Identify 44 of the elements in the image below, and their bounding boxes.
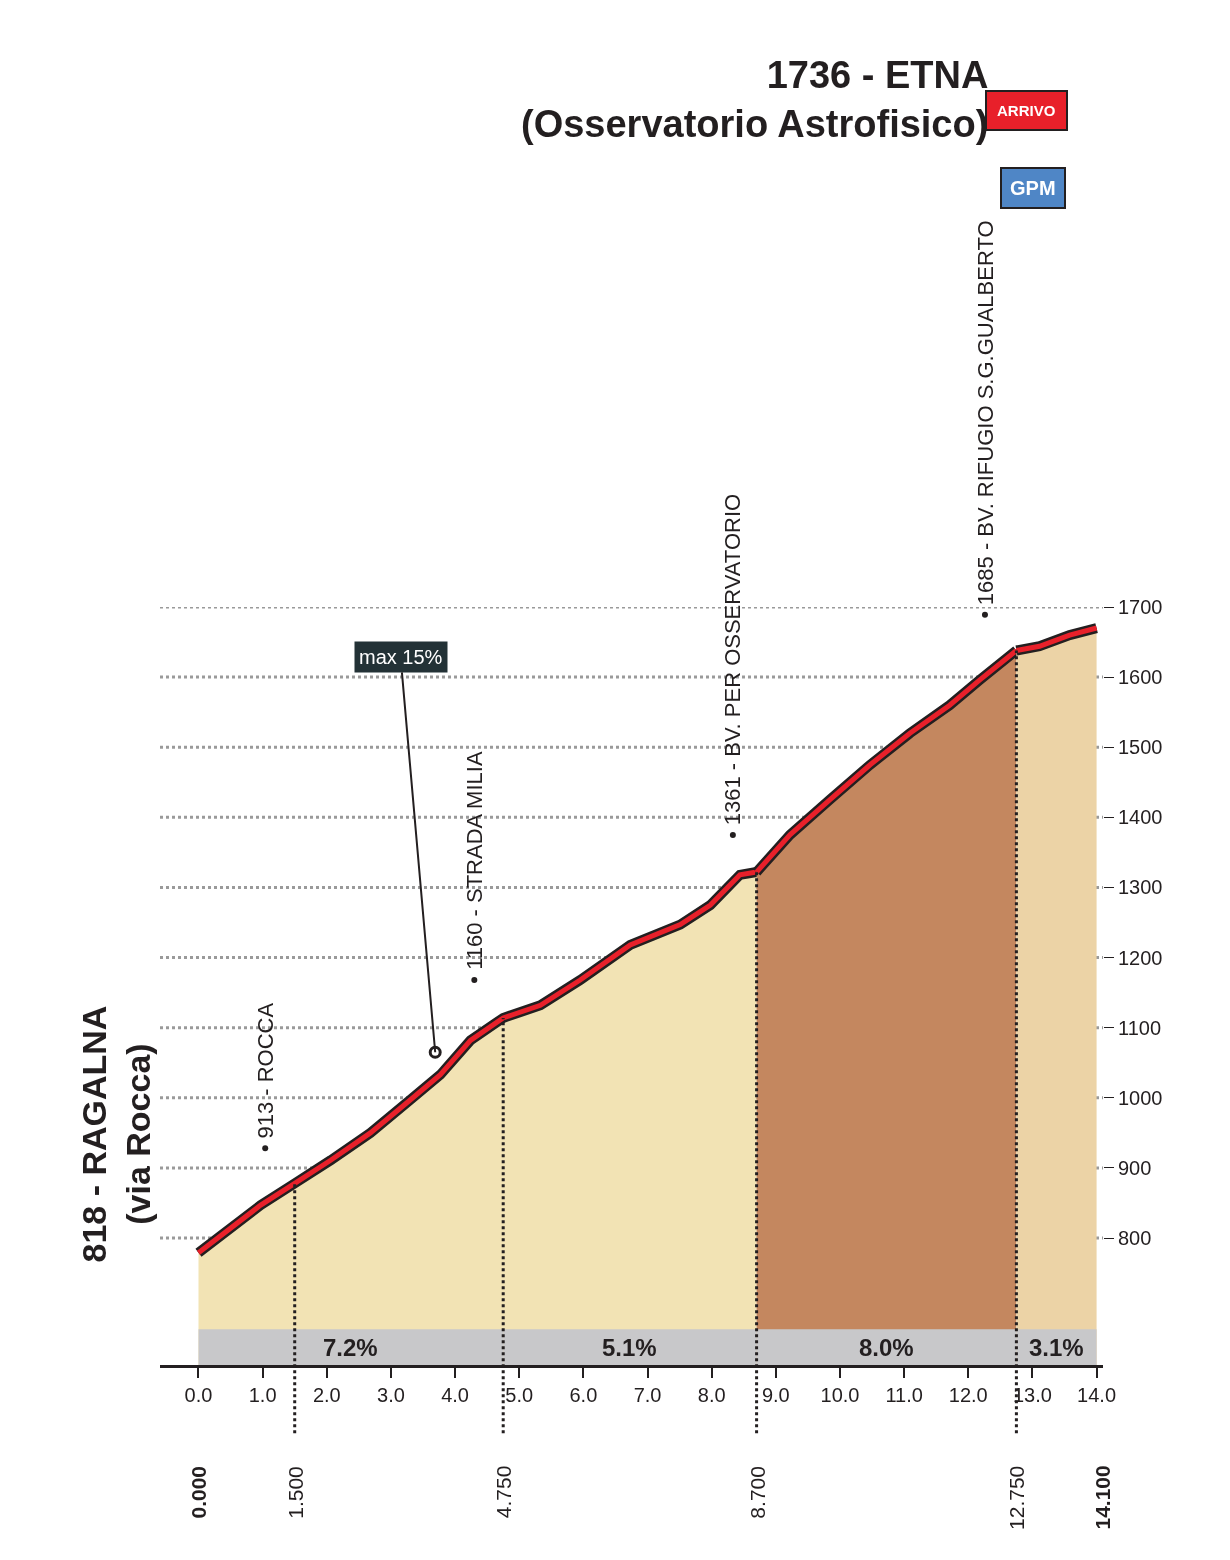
- x-tick-label: 1.0: [248, 1384, 277, 1406]
- x-tick-label: 3.0: [377, 1384, 405, 1406]
- chart-title: 1736 - ETNA (Osservatorio Astrofisico): [521, 54, 989, 146]
- y-tick-label: 1500: [1118, 736, 1163, 759]
- x-tick-label: 14.0: [1077, 1384, 1117, 1406]
- band-label: 5.1%: [602, 1334, 657, 1361]
- band-label: 7.2%: [323, 1334, 378, 1361]
- y-tick-label: 1100: [1118, 1016, 1162, 1039]
- x-tick-label: 8.0: [697, 1384, 726, 1406]
- text: ARRIVO: [997, 102, 1056, 119]
- x-tick-label: 10.0: [820, 1384, 860, 1406]
- band-label: 8.0%: [859, 1334, 914, 1361]
- annotation: 913 - ROCCA: [252, 1002, 278, 1139]
- x-tick-label: 13.0: [1012, 1384, 1052, 1406]
- x-tick-label: 5.0: [505, 1384, 534, 1406]
- y-tick-label: 1700: [1118, 596, 1163, 618]
- x-tick-label: 7.0: [633, 1384, 662, 1406]
- x-tick-label: 4.0: [441, 1384, 469, 1406]
- ref-line-label: 1.500: [283, 1466, 307, 1519]
- y-tick-label: 1600: [1118, 666, 1163, 689]
- text: 818 - RAGALNA (via Rocca): [74, 1005, 157, 1263]
- text: 0.000: [187, 1465, 211, 1519]
- annotation: max 15%: [359, 646, 443, 668]
- y-tick-label: 1400: [1118, 806, 1163, 829]
- y-tick-label: 1300: [1118, 876, 1163, 899]
- annotation: 1160 - STRADA MILIA: [461, 751, 487, 970]
- ref-line-label: 12.750: [1004, 1465, 1028, 1530]
- ref-line-label: 8.700: [745, 1466, 769, 1519]
- y-tick-label: 1200: [1118, 946, 1163, 969]
- text: GPM: [1010, 177, 1056, 199]
- x-tick-label: 11.0: [885, 1384, 923, 1406]
- annotation: 1685 - BV. RIFUGIO S.G.GUALBERTO: [972, 220, 998, 606]
- x-tick-label: 12.0: [948, 1384, 988, 1406]
- y-tick-label: 900: [1118, 1156, 1152, 1179]
- y-tick-label: 800: [1118, 1227, 1152, 1250]
- annotation: 1361 - BV. PER OSSERVATORIO: [720, 493, 746, 826]
- band-label: 3.1%: [1029, 1334, 1084, 1361]
- text: 14.100: [1091, 1465, 1115, 1530]
- x-tick-label: 6.0: [569, 1384, 598, 1406]
- ref-line-label: 4.750: [492, 1465, 516, 1519]
- x-tick-label: 0.0: [184, 1384, 213, 1406]
- x-tick-label: 9.0: [761, 1384, 790, 1406]
- x-tick-label: 2.0: [312, 1384, 341, 1406]
- y-tick-label: 1000: [1118, 1086, 1163, 1109]
